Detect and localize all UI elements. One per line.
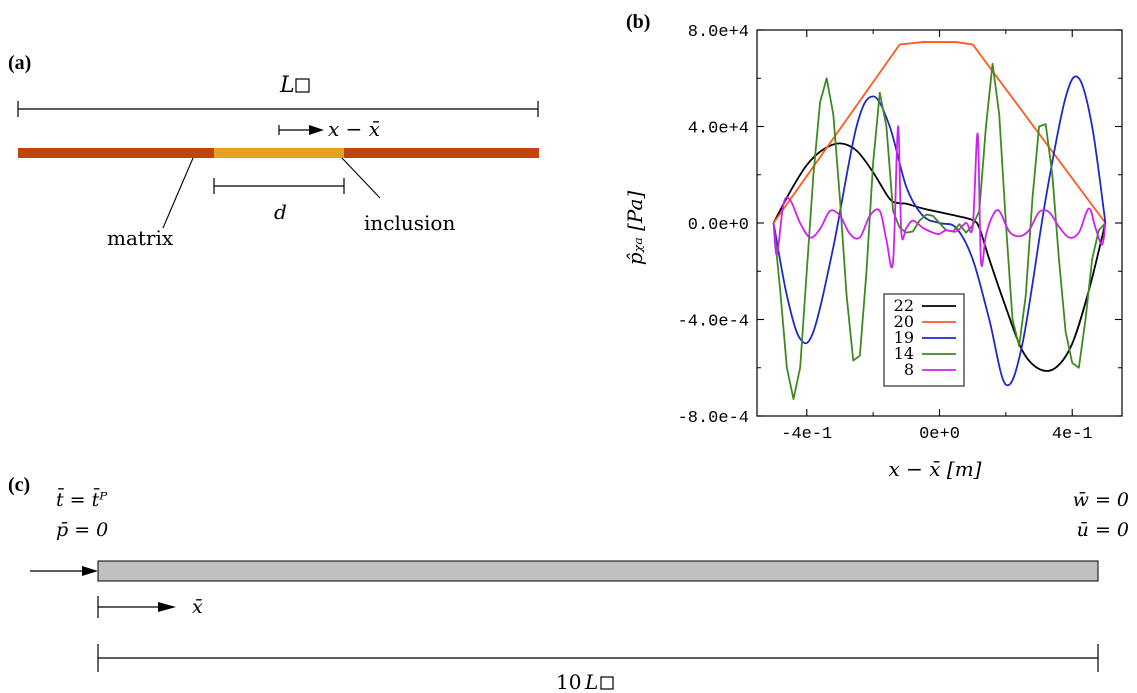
square-subscript-icon: [295, 78, 310, 93]
offset-label: x − x̄: [328, 117, 380, 141]
domain-bar: [97, 560, 1099, 582]
series-line-20: [772, 41, 1107, 224]
d-label: d: [274, 200, 287, 224]
right-boundary-u: ū = 0: [1077, 519, 1129, 541]
legend-label: 22: [894, 296, 914, 315]
total-length-L: L: [584, 670, 598, 693]
legend-label: 20: [894, 312, 914, 331]
total-length-number: 10: [556, 670, 581, 693]
x-tick-label: 4e-1: [1052, 425, 1093, 444]
x-axis-label: x − x̄ [m]: [889, 457, 982, 481]
xbar-label: x̄: [192, 596, 203, 618]
matrix-leader-line: [162, 157, 194, 229]
matrix-label: matrix: [107, 226, 174, 250]
series-lines: [772, 41, 1107, 401]
panel-b-chart: (b) -8.0e-4 -4.0e-4 0.0e+0 4.0e+4 8.0e+4 -4e-…: [623, 11, 1123, 481]
y-tick-label: 8.0e+4: [688, 23, 749, 42]
x-tick-label: -4e-1: [781, 425, 832, 444]
panel-a-label: (a): [8, 52, 31, 74]
y-tick-label: -4.0e-4: [678, 313, 749, 332]
legend-label: 19: [894, 328, 914, 347]
series-line-14: [772, 62, 1107, 401]
legend-label: 8: [904, 360, 914, 379]
y-tick-label: -8.0e-4: [678, 409, 749, 428]
offset-arrowhead-icon: [309, 125, 324, 135]
matrix-right-segment: [344, 148, 539, 158]
panel-b-label: (b): [626, 11, 650, 33]
square-subscript-icon: [600, 676, 614, 690]
series-line-8: [772, 125, 1107, 269]
y-tick-label: 4.0e+4: [688, 120, 749, 139]
load-arrowhead-icon: [82, 566, 98, 576]
y-tick-label: 0.0e+0: [688, 216, 749, 235]
panel-a: (a) L x − x̄ d matrix inclusion: [8, 52, 539, 250]
y-axis-label: p̂ᵪₐ [Pa]: [623, 191, 647, 266]
panel-c: (c) t̄ = t̄ᴾ p̄ = 0 w̄ = 0 ū = 0 x̄ 10 L: [8, 474, 1129, 693]
length-label: L: [279, 73, 295, 98]
inclusion-leader-line: [341, 157, 381, 199]
matrix-left-segment: [18, 148, 214, 158]
panel-c-label: (c): [8, 474, 30, 496]
left-boundary-traction: t̄ = t̄ᴾ: [56, 487, 108, 511]
inclusion-segment: [214, 148, 344, 158]
x-tick-label: 0e+0: [919, 425, 960, 444]
xbar-arrowhead-icon: [158, 602, 176, 612]
series-line-19: [772, 75, 1107, 387]
inclusion-label: inclusion: [364, 211, 455, 235]
right-boundary-w: w̄ = 0: [1073, 489, 1129, 511]
left-boundary-pressure: p̄ = 0: [56, 519, 108, 541]
axis-ticks: -8.0e-4 -4.0e-4 0.0e+0 4.0e+4 8.0e+4 -4e-1 0e+…: [678, 23, 1122, 444]
legend-label: 14: [894, 344, 914, 363]
